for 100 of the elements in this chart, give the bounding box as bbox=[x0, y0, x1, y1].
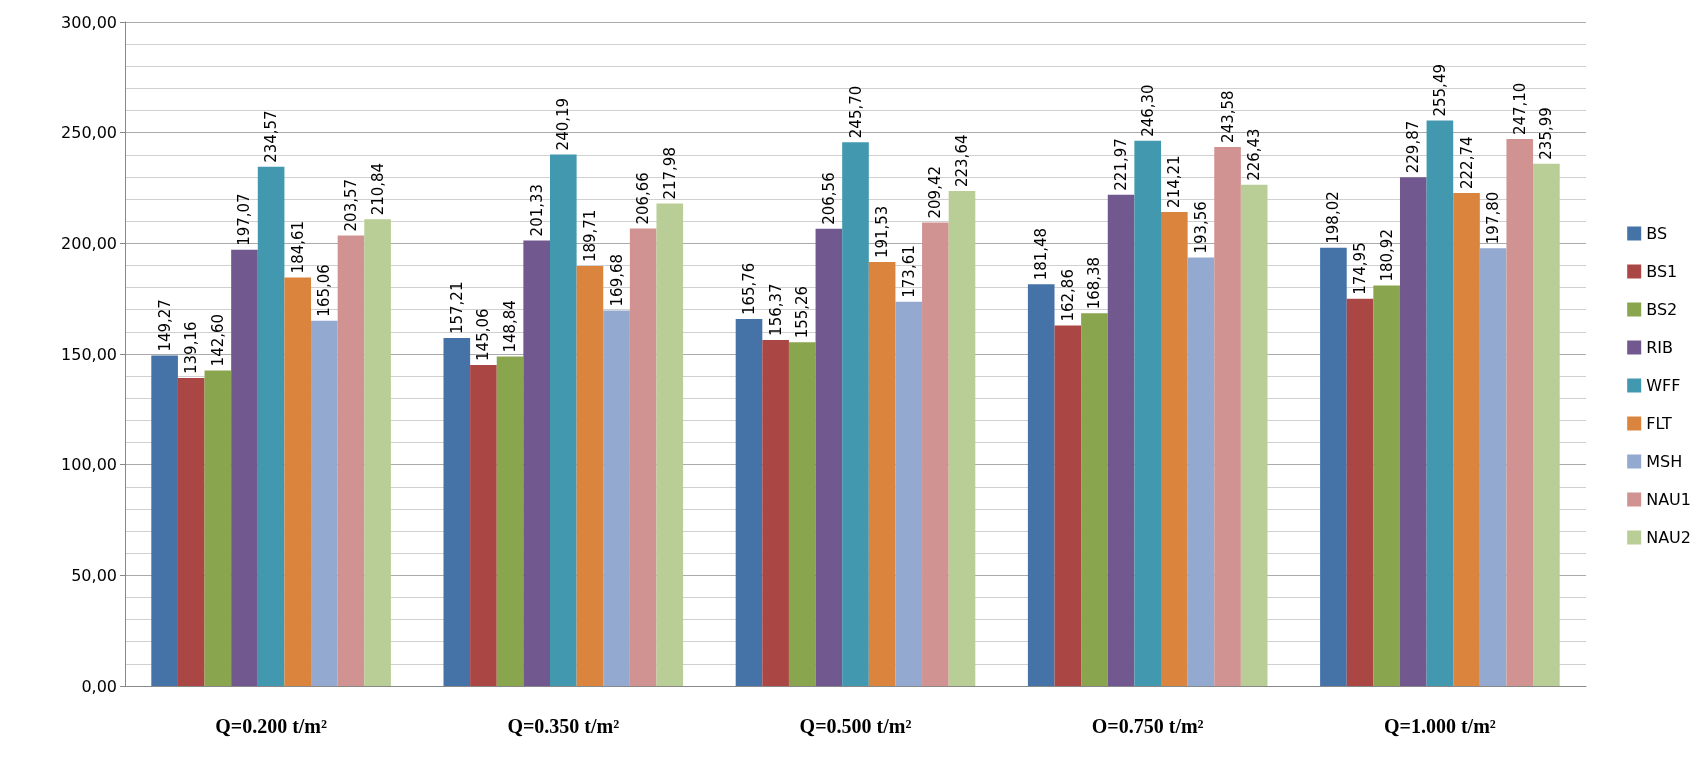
data-label: 191,53 bbox=[873, 205, 892, 259]
data-label: 169,68 bbox=[607, 253, 626, 307]
bar bbox=[629, 228, 657, 686]
data-label: 149,27 bbox=[155, 299, 174, 352]
bar bbox=[1479, 248, 1507, 686]
bar bbox=[868, 262, 896, 686]
data-label: 198,02 bbox=[1324, 191, 1343, 244]
data-label: 157,21 bbox=[447, 281, 466, 335]
bar bbox=[788, 342, 816, 686]
bar bbox=[842, 142, 869, 686]
legend-label: NAU1 bbox=[1646, 490, 1692, 509]
data-label: 168,38 bbox=[1085, 256, 1104, 310]
bar bbox=[257, 166, 285, 686]
bar bbox=[1426, 120, 1454, 686]
data-label: 155,26 bbox=[793, 285, 812, 339]
bar bbox=[1054, 325, 1082, 686]
legend-label: BS2 bbox=[1646, 300, 1678, 319]
x-tick-label: Q=0.350 t/m² bbox=[507, 715, 620, 737]
data-label: 245,70 bbox=[846, 85, 865, 139]
bar bbox=[895, 301, 923, 686]
data-label: 197,07 bbox=[235, 193, 254, 246]
bar bbox=[443, 338, 471, 686]
data-label: 184,61 bbox=[288, 220, 307, 274]
bar bbox=[762, 339, 789, 686]
data-label: 197,80 bbox=[1484, 191, 1503, 245]
legend-label: BS1 bbox=[1646, 262, 1678, 281]
data-label: 145,06 bbox=[474, 308, 493, 361]
bar bbox=[1187, 257, 1215, 686]
data-label: 246,30 bbox=[1138, 84, 1157, 137]
data-label: 139,16 bbox=[182, 321, 201, 374]
bar bbox=[523, 240, 550, 686]
bar bbox=[735, 319, 763, 686]
bar bbox=[1134, 140, 1162, 686]
bar bbox=[204, 370, 232, 686]
bar bbox=[311, 320, 338, 686]
legend-label: RIB bbox=[1646, 338, 1674, 357]
bar bbox=[284, 277, 312, 686]
y-tick-label: 150,00 bbox=[61, 344, 117, 364]
data-label: 206,66 bbox=[634, 172, 653, 225]
data-label: 223,64 bbox=[952, 134, 971, 188]
legend-label: MSH bbox=[1646, 452, 1683, 471]
data-label: 142,60 bbox=[208, 313, 227, 367]
data-label: 234,57 bbox=[262, 110, 281, 163]
data-label: 243,58 bbox=[1218, 90, 1237, 143]
data-label: 217,98 bbox=[660, 147, 679, 200]
y-tick-label: 250,00 bbox=[61, 123, 117, 143]
x-tick-label: O=0.750 t/m² bbox=[1091, 715, 1204, 737]
bar bbox=[337, 235, 365, 686]
y-tick-label: 50,00 bbox=[71, 565, 117, 585]
data-label: 148,84 bbox=[501, 300, 520, 353]
bar bbox=[151, 355, 178, 686]
legend-label: FLT bbox=[1646, 414, 1673, 433]
data-label: 226,43 bbox=[1245, 128, 1264, 181]
data-label: 229,87 bbox=[1404, 120, 1423, 174]
data-label: 174,95 bbox=[1351, 242, 1370, 295]
bar bbox=[1373, 285, 1400, 686]
bar bbox=[1107, 194, 1135, 686]
data-label: 240,19 bbox=[554, 97, 573, 151]
data-label: 165,76 bbox=[740, 262, 759, 316]
data-label: 203,57 bbox=[341, 178, 360, 232]
bar bbox=[1027, 284, 1055, 686]
bar bbox=[1214, 146, 1241, 686]
bar bbox=[1533, 163, 1560, 686]
data-label: 210,84 bbox=[368, 162, 387, 216]
bar bbox=[496, 356, 524, 686]
x-tick-label: Q=0.200 t/m² bbox=[215, 715, 328, 737]
bar bbox=[470, 364, 497, 686]
data-label: 189,71 bbox=[580, 209, 599, 263]
bar bbox=[1453, 193, 1480, 686]
bar bbox=[1081, 313, 1108, 686]
data-label: 181,48 bbox=[1032, 227, 1051, 281]
data-label: 221,97 bbox=[1112, 138, 1131, 191]
y-tick-label: 300,00 bbox=[61, 12, 117, 32]
legend-label: BS bbox=[1646, 224, 1668, 243]
legend-label: NAU2 bbox=[1646, 528, 1692, 547]
y-tick-label: 200,00 bbox=[61, 233, 117, 253]
bar bbox=[815, 228, 843, 686]
data-label: 222,74 bbox=[1457, 136, 1476, 189]
data-label: 173,61 bbox=[899, 245, 918, 298]
data-label: 156,37 bbox=[766, 283, 785, 336]
bar bbox=[1240, 184, 1268, 686]
data-label: 162,86 bbox=[1058, 269, 1077, 322]
bar bbox=[1346, 298, 1374, 686]
legend-label: WFF bbox=[1646, 376, 1681, 395]
y-tick-label: 0,00 bbox=[81, 676, 117, 696]
bar bbox=[1399, 177, 1427, 686]
bar bbox=[1161, 211, 1188, 686]
x-tick-label: Q=0.500 t/m² bbox=[799, 715, 912, 737]
data-label: 214,21 bbox=[1165, 155, 1184, 208]
bar bbox=[603, 310, 630, 686]
data-label: 255,49 bbox=[1430, 64, 1449, 117]
bar bbox=[549, 154, 577, 686]
data-label: 193,56 bbox=[1191, 201, 1210, 254]
data-label: 201,33 bbox=[527, 183, 546, 237]
data-label: 165,06 bbox=[315, 264, 334, 317]
data-label: 209,42 bbox=[926, 165, 945, 219]
bar bbox=[231, 249, 258, 686]
x-tick-label: Q=1.000 t/m² bbox=[1383, 715, 1496, 737]
y-tick-label: 100,00 bbox=[61, 455, 117, 475]
bar bbox=[922, 222, 949, 686]
